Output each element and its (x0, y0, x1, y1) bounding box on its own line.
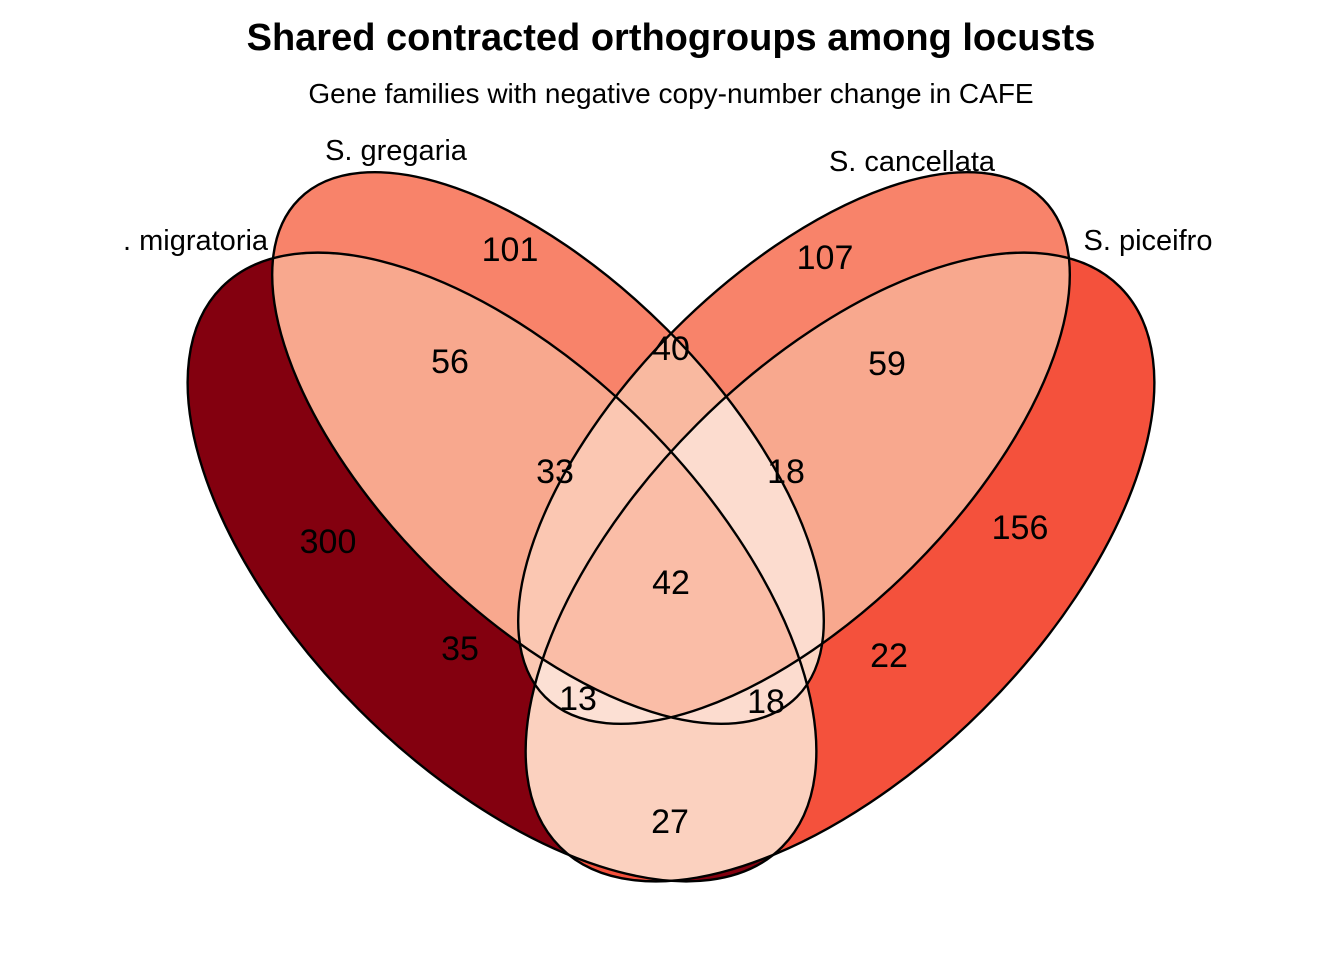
count-migratoria-gregaria-cancellata: 33 (536, 453, 574, 491)
count-cancellata-piceifro: 59 (868, 345, 906, 383)
set-label-gregaria: S. gregaria (325, 135, 468, 167)
venn-region-fills (187, 172, 1155, 882)
count-piceifro-only: 156 (992, 509, 1049, 547)
count-all-four: 42 (652, 564, 690, 602)
outline-piceifro (524, 251, 1156, 883)
count-gregaria-cancellata: 40 (652, 330, 690, 368)
chart-title: Shared contracted orthogroups among locu… (247, 17, 1096, 59)
count-migratoria-piceifro: 27 (651, 803, 689, 841)
count-migratoria-cancellata-piceifro: 13 (559, 680, 597, 718)
set-label-cancellata: S. cancellata (829, 146, 996, 178)
count-cancellata-only: 107 (797, 239, 854, 277)
count-gregaria-piceifro: 22 (870, 637, 908, 675)
count-migratoria-gregaria-piceifro: 18 (747, 683, 785, 721)
count-gregaria-only: 101 (482, 231, 539, 269)
chart-subtitle: Gene families with negative copy-number … (308, 78, 1033, 109)
outline-migratoria (186, 251, 818, 883)
set-label-piceifro: S. piceifro (1084, 225, 1213, 257)
outline-gregaria (271, 171, 825, 725)
count-migratoria-only: 300 (300, 523, 357, 561)
count-migratoria-cancellata: 35 (441, 630, 479, 668)
count-gregaria-cancellata-piceifro: 18 (767, 453, 805, 491)
count-migratoria-gregaria: 56 (431, 343, 469, 381)
outline-cancellata (517, 171, 1071, 725)
set-label-migratoria: . migratoria (123, 225, 269, 257)
region-counts: 300 101 107 156 56 40 59 33 18 35 22 42 … (300, 231, 1049, 841)
venn-outlines (186, 171, 1156, 883)
